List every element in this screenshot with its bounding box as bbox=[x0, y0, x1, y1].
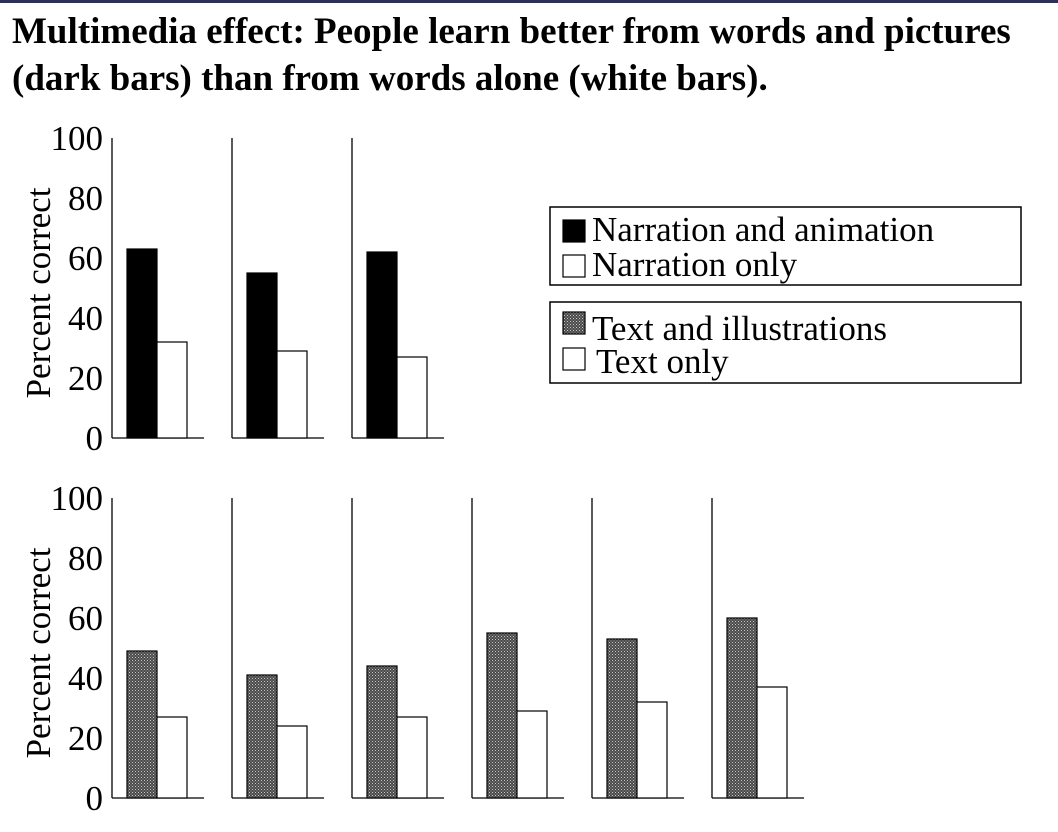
bar-text-and-illustrations bbox=[126, 650, 158, 799]
bar-text-and-illustrations bbox=[246, 674, 278, 799]
bar-narration-and-animation bbox=[246, 272, 278, 439]
legend-swatch-narration-and-animation bbox=[562, 219, 586, 243]
legend-box-narration bbox=[549, 206, 1022, 286]
bar-text-only bbox=[516, 710, 548, 799]
bar-text-only bbox=[156, 716, 188, 799]
y-tick-label: 40 bbox=[68, 659, 103, 698]
y-tick-label: 0 bbox=[86, 779, 104, 818]
bar-text-and-illustrations bbox=[486, 632, 518, 799]
legend-label-narration-and-animation: Narration and animation bbox=[592, 210, 934, 249]
bar-text-only bbox=[396, 716, 428, 799]
y-tick-label: 20 bbox=[68, 719, 103, 758]
bar-group-1 bbox=[111, 498, 204, 799]
y-tick-label: 100 bbox=[51, 479, 104, 518]
y-tick-label: 0 bbox=[86, 419, 104, 458]
slide-title: Multimedia effect: People learn better f… bbox=[12, 8, 1052, 102]
bar-group-3 bbox=[351, 498, 444, 799]
bar-text-and-illustrations bbox=[606, 638, 638, 799]
chart-panel-2: Percent correct 100 80 60 40 20 0 bbox=[19, 479, 804, 818]
legend-swatch-narration-only bbox=[562, 254, 586, 278]
slide-title-line-2: (dark bars) than from words alone (white… bbox=[12, 58, 768, 99]
bar-narration-only bbox=[396, 356, 428, 439]
bar-narration-and-animation bbox=[366, 251, 398, 439]
legend-narration: Narration and animation Narration only bbox=[549, 206, 1022, 286]
bar-narration-and-animation bbox=[126, 248, 158, 439]
bar-group-2 bbox=[231, 498, 324, 799]
legend-swatch-text-only bbox=[562, 347, 586, 371]
legend-text: Text and illustrations Text only bbox=[549, 301, 1022, 384]
chart-panel-1: Percent correct 100 80 60 40 20 0 bbox=[19, 119, 444, 458]
legend-label-narration-only: Narration only bbox=[592, 245, 798, 284]
bar-group-2 bbox=[231, 138, 324, 439]
y-tick-label: 20 bbox=[68, 359, 103, 398]
y-tick-label: 60 bbox=[68, 239, 103, 278]
y-tick-label: 60 bbox=[68, 599, 103, 638]
y-tick-label: 100 bbox=[51, 119, 104, 158]
legend-box-text bbox=[549, 301, 1022, 384]
bar-group-3 bbox=[351, 138, 444, 439]
y-axis-label: Percent correct bbox=[19, 187, 58, 398]
bar-text-and-illustrations bbox=[726, 617, 758, 799]
bar-text-only bbox=[756, 686, 788, 799]
bar-group-4 bbox=[471, 498, 564, 799]
legend-swatch-text-and-illustrations bbox=[562, 311, 586, 335]
bar-group-1 bbox=[111, 138, 204, 439]
legend-label-text-only: Text only bbox=[596, 342, 729, 381]
bar-text-only bbox=[276, 725, 308, 799]
bar-group-5 bbox=[591, 498, 684, 799]
bar-text-and-illustrations bbox=[366, 665, 398, 799]
bar-narration-only bbox=[156, 341, 188, 439]
y-axis-label: Percent correct bbox=[19, 547, 58, 758]
bar-narration-only bbox=[276, 350, 308, 439]
top-rule bbox=[0, 0, 1058, 3]
slide-title-line-1: Multimedia effect: People learn better f… bbox=[12, 11, 1011, 52]
y-tick-label: 40 bbox=[68, 299, 103, 338]
y-tick-label: 80 bbox=[68, 179, 103, 218]
y-tick-label: 80 bbox=[68, 539, 103, 578]
bar-text-only bbox=[636, 701, 668, 799]
legend-label-text-and-illustrations: Text and illustrations bbox=[592, 309, 887, 348]
bar-group-6 bbox=[711, 498, 804, 799]
